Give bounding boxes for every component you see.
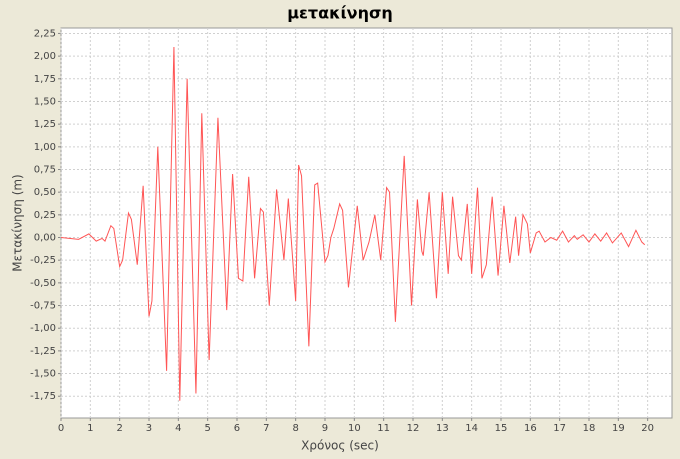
y-tick-label: -0,75	[30, 301, 56, 312]
x-tick-label: 7	[263, 423, 269, 434]
y-tick-label: 1,75	[34, 74, 56, 85]
x-axis-label: Χρόνος (sec)	[301, 439, 379, 453]
y-tick-label: 0,00	[34, 233, 56, 244]
x-tick-label: 13	[436, 423, 449, 434]
y-tick-label: -0,25	[30, 255, 56, 266]
x-tick-label: 17	[553, 423, 566, 434]
x-tick-label: 18	[583, 423, 596, 434]
y-tick-label: -1,00	[30, 323, 56, 334]
y-tick-label: 2,00	[34, 51, 56, 62]
x-tick-label: 9	[322, 423, 328, 434]
y-tick-label: 0,75	[34, 164, 56, 175]
x-tick-label: 10	[348, 423, 361, 434]
y-tick-label: -0,50	[30, 278, 56, 289]
data-line	[60, 47, 646, 401]
x-tick-label: 11	[377, 423, 390, 434]
y-tick-label: -1,50	[30, 369, 56, 380]
y-tick-label: -1,25	[30, 346, 56, 357]
x-tick-label: 4	[175, 423, 181, 434]
x-tick-label: 16	[524, 423, 537, 434]
x-tick-label: 15	[495, 423, 508, 434]
x-tick-label: 2	[116, 423, 122, 434]
y-tick-label: 0,25	[34, 210, 56, 221]
x-tick-label: 12	[407, 423, 420, 434]
y-tick-label: 1,25	[34, 119, 56, 130]
x-tick-label: 19	[612, 423, 625, 434]
x-tick-label: 8	[292, 423, 298, 434]
x-tick-label: 3	[146, 423, 152, 434]
x-tick-label: 14	[465, 423, 478, 434]
x-tick-label: 6	[234, 423, 240, 434]
x-tick-label: 0	[58, 423, 64, 434]
chart-title: μετακίνηση	[287, 4, 393, 23]
x-tick-label: 1	[87, 423, 93, 434]
x-tick-label: 5	[204, 423, 210, 434]
x-tick-label: 20	[641, 423, 654, 434]
y-tick-label: 2,25	[34, 28, 56, 39]
y-tick-label: 0,50	[34, 187, 56, 198]
y-tick-label: 1,50	[34, 96, 56, 107]
plot-area	[60, 27, 673, 419]
y-tick-label: 1,00	[34, 142, 56, 153]
y-axis-label: Μετακίνηση (m)	[11, 174, 25, 272]
y-tick-label: -1,75	[30, 391, 56, 402]
